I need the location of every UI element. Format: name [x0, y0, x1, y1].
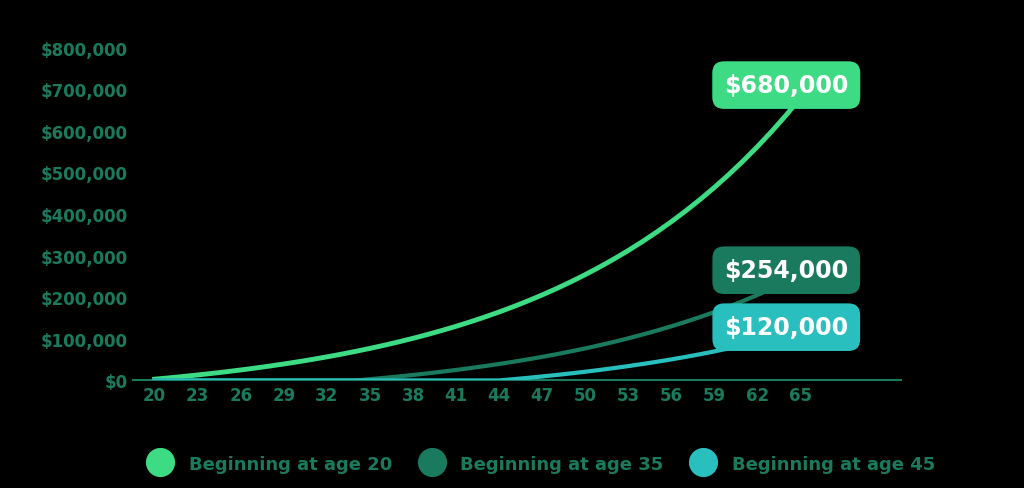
- Legend: Beginning at age 20, Beginning at age 35, Beginning at age 45: Beginning at age 20, Beginning at age 35…: [134, 447, 943, 480]
- Text: $120,000: $120,000: [724, 316, 848, 340]
- Text: $680,000: $680,000: [724, 74, 849, 98]
- Text: $254,000: $254,000: [724, 259, 848, 283]
